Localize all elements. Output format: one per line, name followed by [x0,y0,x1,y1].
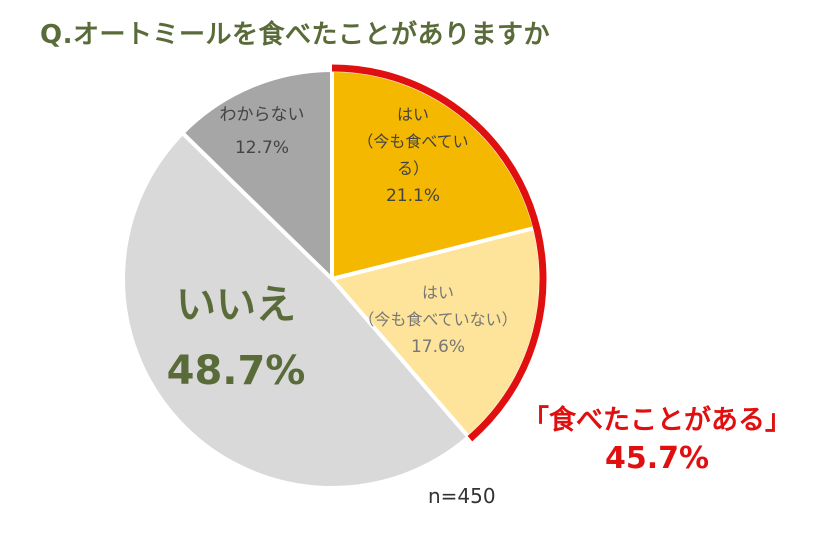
highlight-callout-label: 「食べたことがある」 [522,405,792,436]
slice-category-label: はい [422,283,454,302]
slice-unknown [180,68,334,281]
slice-category-label: はい [397,105,429,124]
slice-category-label: いいえ [176,282,296,328]
highlight-callout: 「食べたことがある」 45.7% [502,398,812,476]
sample-size-label: n=450 [428,484,496,508]
slice-category-label: わからない [220,105,305,125]
slice-category-label: る） [397,159,429,178]
slice-category-label: （今も食べてい [357,132,468,151]
slice-category-label: （今も食べていない） [358,310,517,329]
slice-value-label: 12.7% [235,138,289,158]
slice-value-label: 48.7% [167,348,306,394]
highlight-arc [331,64,547,442]
slice-no [121,130,471,490]
slice-value-label: 21.1% [386,186,440,206]
slice-value-label: 17.6% [411,337,465,357]
chart-title: Q.オートミールを食べたことがありますか [40,20,550,50]
highlight-callout-value: 45.7% [604,441,710,476]
pie-slices [121,68,543,490]
